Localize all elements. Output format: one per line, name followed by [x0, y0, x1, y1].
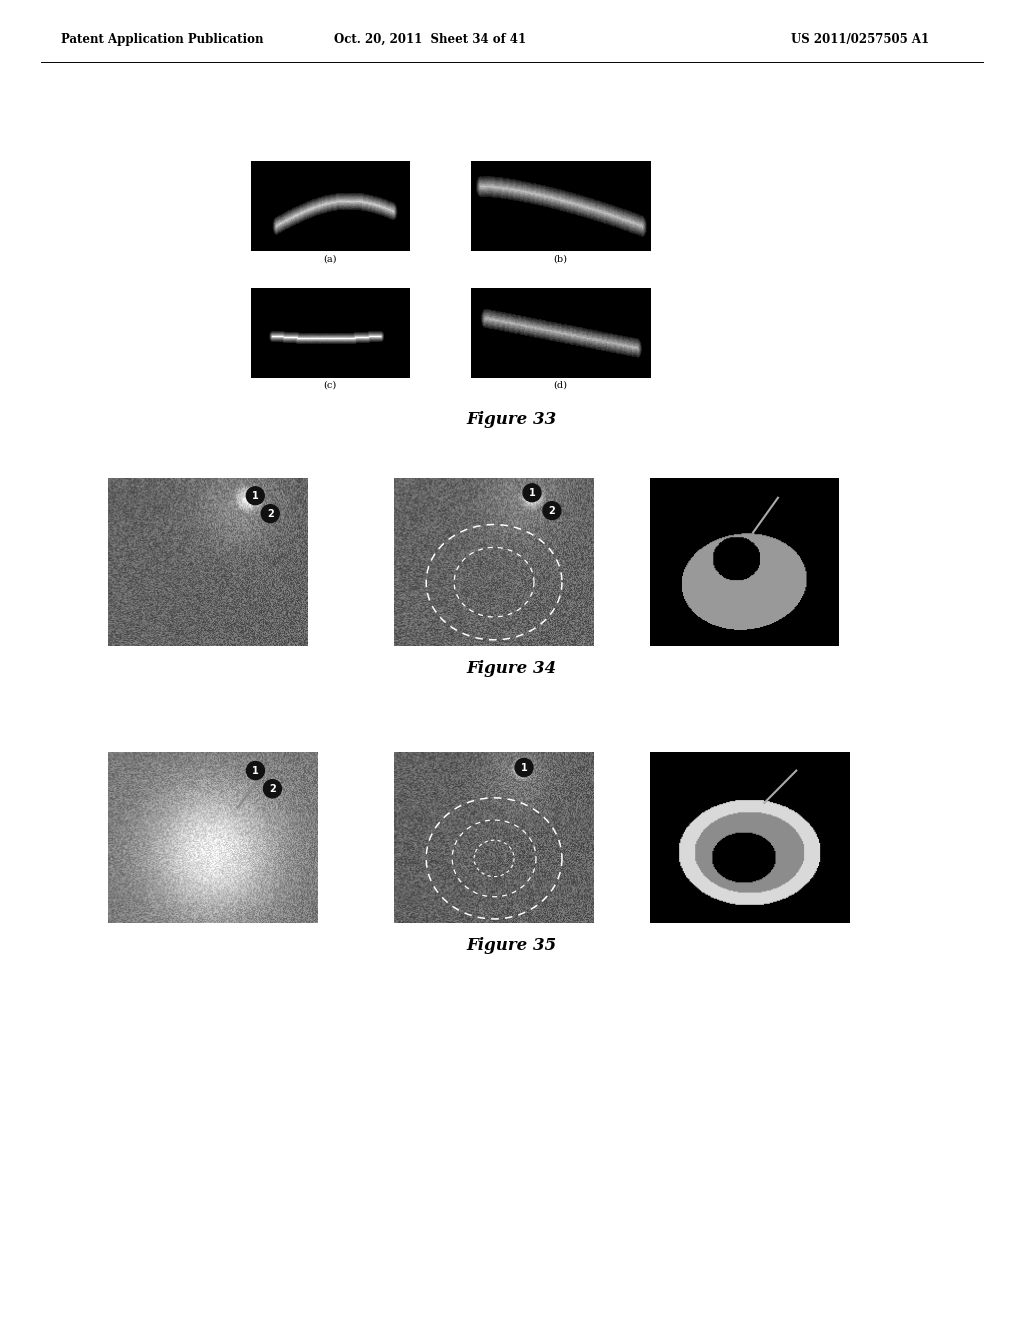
- Text: 1: 1: [252, 766, 259, 776]
- Circle shape: [515, 759, 534, 776]
- Text: 2: 2: [267, 508, 273, 519]
- Text: 1: 1: [520, 763, 527, 772]
- Text: Patent Application Publication: Patent Application Publication: [61, 33, 264, 46]
- Text: 2: 2: [269, 784, 275, 793]
- Circle shape: [543, 502, 561, 520]
- Circle shape: [247, 762, 264, 780]
- Text: 2: 2: [549, 506, 555, 516]
- Text: US 2011/0257505 A1: US 2011/0257505 A1: [792, 33, 929, 46]
- Circle shape: [523, 484, 541, 502]
- Text: Oct. 20, 2011  Sheet 34 of 41: Oct. 20, 2011 Sheet 34 of 41: [334, 33, 526, 46]
- Text: (c): (c): [324, 381, 337, 389]
- Text: Figure 34: Figure 34: [467, 660, 557, 677]
- Circle shape: [261, 504, 280, 523]
- Text: (b): (b): [554, 255, 567, 263]
- Circle shape: [263, 780, 282, 797]
- Text: (d): (d): [554, 381, 567, 389]
- Text: Figure 35: Figure 35: [467, 937, 557, 954]
- Text: Figure 33: Figure 33: [467, 412, 557, 428]
- Text: 1: 1: [252, 491, 259, 500]
- Text: (a): (a): [324, 255, 337, 263]
- Circle shape: [247, 487, 264, 504]
- Text: 1: 1: [528, 488, 536, 498]
